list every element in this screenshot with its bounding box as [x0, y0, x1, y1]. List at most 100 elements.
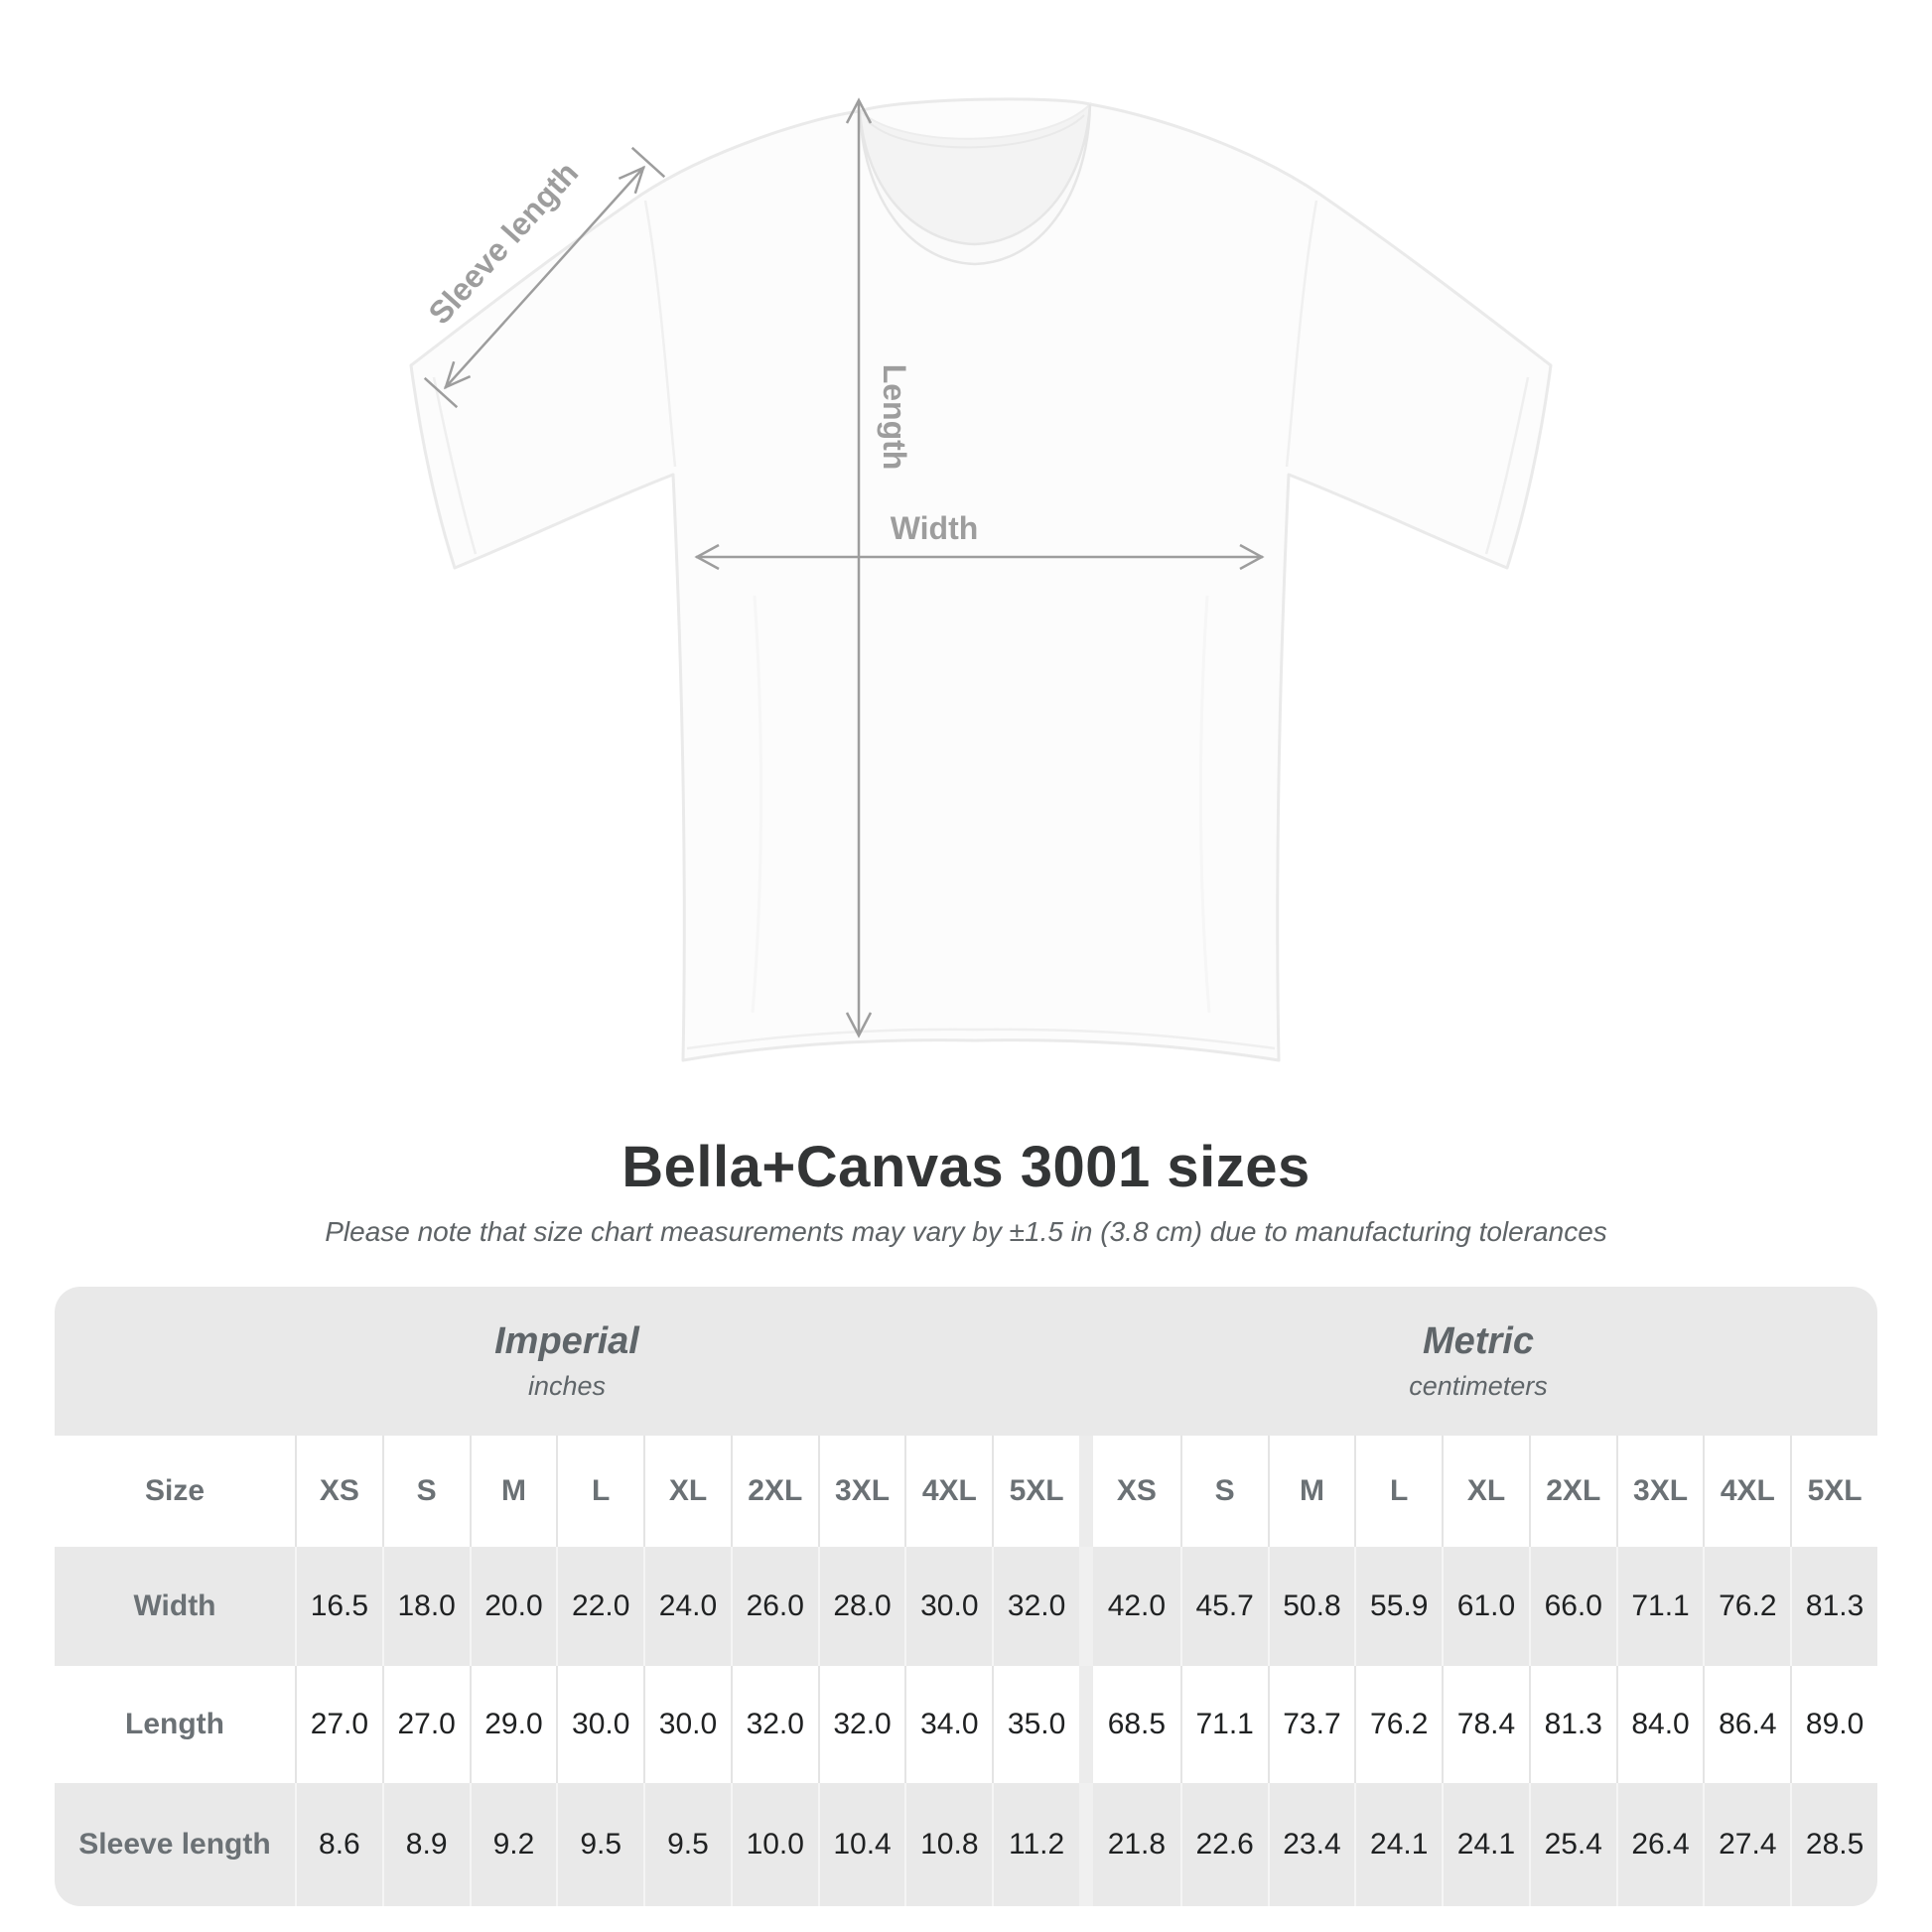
metric-value-cell: 68.5 [1107, 1708, 1167, 1740]
size-col-header: 3XL [1615, 1436, 1704, 1547]
size-col-header: 2XL [730, 1436, 818, 1547]
imperial-value-cell: 32.0 [817, 1666, 905, 1783]
sleeve-length-row-label: Sleeve length [78, 1828, 271, 1861]
imperial-value-cell: 20.0 [469, 1547, 557, 1666]
metric-value-cell: 22.6 [1179, 1783, 1268, 1906]
imperial-header: Imperial inches [55, 1287, 1079, 1436]
metric-value-cell: 24.1 [1354, 1783, 1442, 1906]
imperial-value-cell: 27.0 [295, 1666, 382, 1783]
length-row: Length 27.0 27.0 29.0 30.0 30.0 32.0 32.0 34.0 3… [55, 1666, 1877, 1783]
size-header-row: Size XS S M L XL 2XL 3XL 4XL 5XL XS S M L XL 2XL 3XL 4XL… [55, 1436, 1877, 1547]
imperial-value-cell: 10.8 [904, 1783, 992, 1906]
imperial-unit: inches [527, 1371, 607, 1401]
page-title: Bella+Canvas 3001 sizes [621, 1135, 1311, 1199]
imperial-value-cell: 8.6 [295, 1783, 382, 1906]
size-col-header: 5XL [992, 1436, 1079, 1547]
imperial-value-cell: 8.9 [381, 1783, 470, 1906]
metric-value-cell: 23.4 [1267, 1783, 1355, 1906]
sleeve-length-row: Sleeve length 8.6 8.9 9.2 9.5 9.5 10.0 10.4 10.… [55, 1783, 1877, 1906]
width-label: Width [891, 510, 979, 546]
metric-value-cell: 86.4 [1703, 1666, 1790, 1783]
metric-value-cell: 27.4 [1703, 1783, 1790, 1906]
size-col-header: 4XL [904, 1436, 992, 1547]
title-block: Bella+Canvas 3001 sizes Please note that… [0, 1134, 1932, 1248]
imperial-value-cell: 30.0 [904, 1547, 992, 1666]
metric-value-cell: 78.4 [1442, 1666, 1529, 1783]
length-row-label: Length [125, 1708, 224, 1740]
size-col-header: S [1179, 1436, 1268, 1547]
imperial-value-cell: 24.0 [643, 1547, 731, 1666]
page-subtitle: Please note that size chart measurements… [325, 1216, 1607, 1247]
length-dimension-line [845, 97, 873, 1038]
imperial-value-cell: 29.0 [469, 1666, 557, 1783]
imperial-metric-divider [1079, 1783, 1093, 1906]
measurement-annotations [423, 97, 1265, 1038]
imperial-metric-divider [1079, 1436, 1093, 1547]
size-col-header: 4XL [1703, 1436, 1790, 1547]
size-col-header: L [556, 1436, 643, 1547]
imperial-value-cell: 26.0 [730, 1547, 818, 1666]
metric-value-cell: 24.1 [1442, 1783, 1529, 1906]
metric-value-cell: 81.3 [1790, 1547, 1877, 1666]
imperial-value-cell: 35.0 [992, 1666, 1079, 1783]
imperial-value-cell: 9.5 [643, 1783, 731, 1906]
size-col-header: XS [295, 1436, 382, 1547]
size-col-header: 2XL [1528, 1436, 1616, 1547]
imperial-metric-divider [1079, 1547, 1093, 1666]
sleeve-length-dimension-line [423, 146, 666, 409]
imperial-value-cell: 22.0 [556, 1547, 643, 1666]
size-col-header: L [1354, 1436, 1442, 1547]
size-col-header: XL [1442, 1436, 1529, 1547]
imperial-value-cell: 18.0 [381, 1547, 470, 1666]
imperial-value-cell: 16.5 [295, 1547, 382, 1666]
tshirt-measurement-diagram: Sleeve length Length Width [409, 97, 1553, 1062]
imperial-value-cell: 11.2 [992, 1783, 1079, 1906]
size-col-header: S [381, 1436, 470, 1547]
metric-unit: centimeters [1409, 1371, 1548, 1401]
width-row-label: Width [133, 1589, 216, 1622]
size-col-header: XL [643, 1436, 731, 1547]
metric-value-cell: 81.3 [1528, 1666, 1616, 1783]
size-row-label: Size [144, 1474, 206, 1507]
metric-value-cell: 66.0 [1528, 1547, 1616, 1666]
imperial-value-cell: 34.0 [904, 1666, 992, 1783]
metric-value-cell: 26.4 [1615, 1783, 1704, 1906]
size-col-header: 5XL [1790, 1436, 1877, 1547]
metric-value-cell: 42.0 [1107, 1589, 1167, 1622]
size-col-header: M [1267, 1436, 1355, 1547]
metric-value-cell: 61.0 [1442, 1547, 1529, 1666]
metric-value-cell: 76.2 [1354, 1666, 1442, 1783]
imperial-metric-divider [1079, 1666, 1093, 1783]
metric-header: Metric centimeters [1079, 1287, 1877, 1436]
imperial-title: Imperial [494, 1320, 639, 1362]
size-table: Imperial inches Metric centimeters Size … [55, 1287, 1877, 1906]
size-col-header: XS [1116, 1474, 1157, 1507]
size-col-header: M [469, 1436, 557, 1547]
metric-value-cell: 71.1 [1615, 1547, 1704, 1666]
imperial-value-cell: 9.5 [556, 1783, 643, 1906]
metric-value-cell: 25.4 [1528, 1783, 1616, 1906]
metric-value-cell: 89.0 [1790, 1666, 1877, 1783]
metric-value-cell: 84.0 [1615, 1666, 1704, 1783]
tshirt-illustration [409, 97, 1553, 1062]
length-label: Length [877, 364, 912, 471]
metric-value-cell: 55.9 [1354, 1547, 1442, 1666]
imperial-value-cell: 30.0 [556, 1666, 643, 1783]
imperial-value-cell: 32.0 [992, 1547, 1079, 1666]
metric-value-cell: 45.7 [1179, 1547, 1268, 1666]
imperial-value-cell: 10.0 [730, 1783, 818, 1906]
unit-header-band: Imperial inches Metric centimeters [55, 1287, 1877, 1436]
imperial-value-cell: 30.0 [643, 1666, 731, 1783]
metric-title: Metric [1423, 1320, 1534, 1362]
metric-value-cell: 28.5 [1790, 1783, 1877, 1906]
imperial-value-cell: 27.0 [381, 1666, 470, 1783]
metric-value-cell: 50.8 [1267, 1547, 1355, 1666]
imperial-value-cell: 32.0 [730, 1666, 818, 1783]
metric-value-cell: 73.7 [1267, 1666, 1355, 1783]
width-row: Width 16.5 18.0 20.0 22.0 24.0 26.0 28.0 30.0 32… [55, 1547, 1877, 1666]
metric-value-cell: 21.8 [1107, 1828, 1167, 1861]
imperial-value-cell: 10.4 [817, 1783, 905, 1906]
imperial-value-cell: 28.0 [817, 1547, 905, 1666]
width-dimension-line [694, 543, 1265, 571]
